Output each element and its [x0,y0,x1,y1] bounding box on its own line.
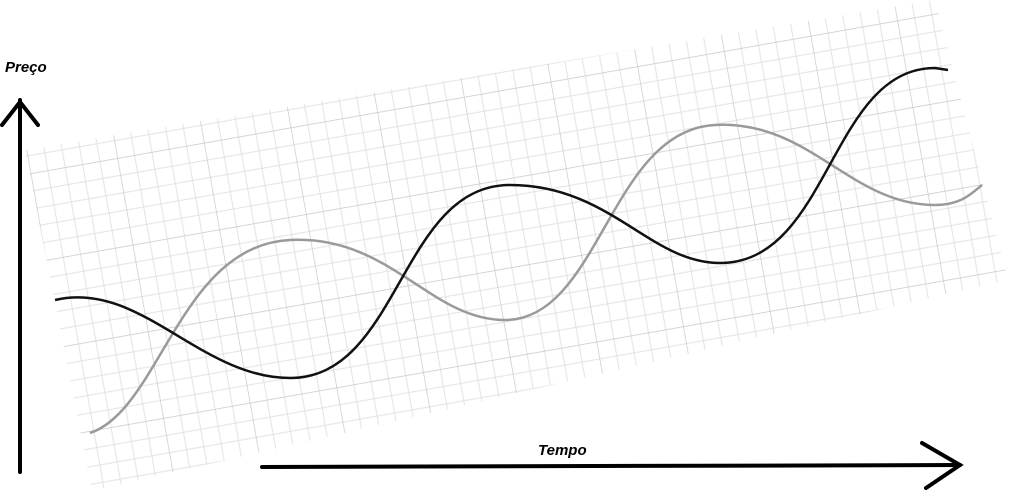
x-axis [260,463,962,469]
y-arrowhead [0,98,40,127]
x-axis-label: Tempo [538,442,587,459]
gray-curve [89,123,983,435]
axes [0,98,964,490]
graph-paper [25,0,1008,491]
y-axis-label: Preço [5,59,47,76]
black-curve [54,66,949,380]
x-arrowhead [920,441,964,490]
